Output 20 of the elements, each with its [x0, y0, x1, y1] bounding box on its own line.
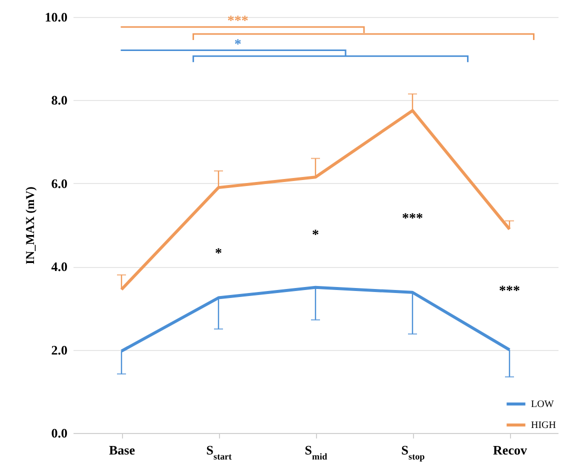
legend-label: HIGH	[531, 420, 556, 431]
annotation: ***	[227, 14, 248, 29]
annotation: *	[234, 37, 242, 52]
y-tick-label: 2.0	[51, 342, 68, 358]
y-tick-label: 6.0	[51, 176, 68, 191]
annotation: *	[215, 246, 222, 262]
annotation: ***	[402, 211, 423, 226]
legend-label: LOW	[531, 399, 554, 410]
x-tick-label: Base	[109, 442, 136, 458]
x-tick-label: Recov	[493, 442, 528, 458]
x-tick-label: S$_{mid}$	[304, 442, 328, 462]
annotation: *	[312, 228, 319, 244]
x-tick-label: S$_{stop}$	[401, 442, 425, 462]
x-tick-label: S$_{start}$	[206, 442, 232, 462]
y-tick-label: 4.0	[51, 259, 68, 274]
y-axis-title: IN_MAX (mV)	[22, 186, 37, 264]
y-tick-label: 10.0	[44, 10, 68, 24]
y-tick-label: 0.0	[51, 426, 68, 440]
y-tick-label: 8.0	[51, 92, 68, 108]
annotation: ***	[499, 284, 520, 300]
